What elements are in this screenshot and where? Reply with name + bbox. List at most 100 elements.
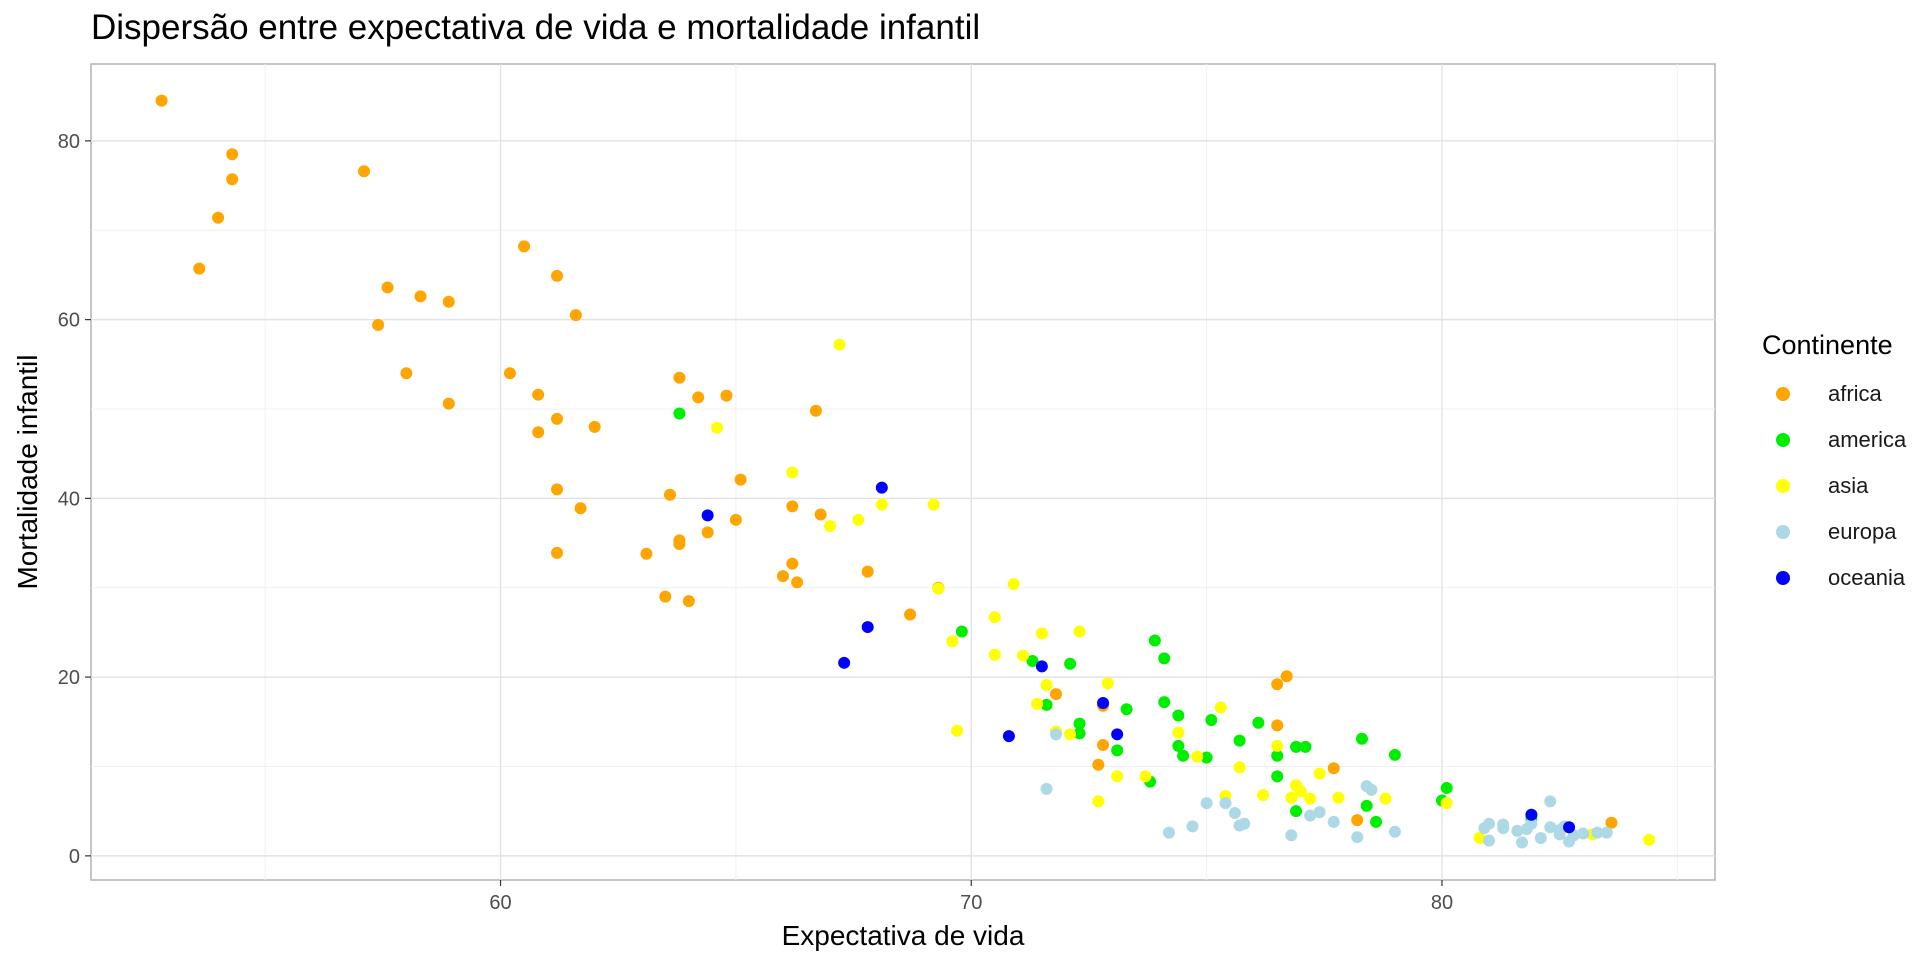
data-point bbox=[1525, 808, 1538, 821]
data-point bbox=[711, 421, 724, 434]
data-point bbox=[1544, 795, 1557, 808]
legend-item-america: america bbox=[1762, 417, 1906, 463]
data-point bbox=[212, 211, 225, 224]
legend-key bbox=[1776, 433, 1790, 447]
data-point bbox=[1497, 822, 1510, 835]
data-point bbox=[1290, 805, 1303, 818]
data-point bbox=[1271, 770, 1284, 783]
data-point bbox=[1219, 797, 1232, 810]
data-point bbox=[569, 309, 582, 322]
grid-major bbox=[91, 64, 1715, 880]
series-europa bbox=[1040, 728, 1613, 849]
data-point bbox=[1111, 744, 1124, 757]
data-point bbox=[1351, 814, 1364, 827]
series-africa bbox=[155, 94, 1618, 829]
y-axis-label: Mortalidade infantil bbox=[12, 354, 43, 589]
data-point bbox=[1233, 734, 1246, 747]
data-point bbox=[1483, 834, 1496, 847]
data-point bbox=[574, 502, 587, 515]
data-point bbox=[1205, 714, 1218, 727]
legend-item-asia: asia bbox=[1762, 463, 1906, 509]
data-point bbox=[1600, 826, 1613, 839]
data-point bbox=[1304, 809, 1317, 822]
data-point bbox=[786, 466, 799, 479]
data-point bbox=[734, 473, 747, 486]
data-point bbox=[988, 611, 1001, 624]
legend-label: africa bbox=[1828, 381, 1882, 406]
y-tick-label: 40 bbox=[58, 488, 80, 510]
legend-item-oceania: oceania bbox=[1762, 555, 1906, 601]
legend-key bbox=[1776, 571, 1790, 585]
series-america bbox=[673, 407, 1538, 828]
x-tick-label: 60 bbox=[489, 892, 511, 914]
legend-label: oceania bbox=[1828, 565, 1906, 590]
data-point bbox=[904, 608, 917, 621]
data-point bbox=[814, 508, 827, 521]
legend-item-africa: africa bbox=[1762, 371, 1906, 417]
data-point bbox=[442, 295, 455, 308]
data-point bbox=[1379, 792, 1392, 805]
data-point bbox=[786, 500, 799, 513]
data-point bbox=[1031, 697, 1044, 710]
data-point bbox=[1563, 821, 1576, 834]
y-tick-label: 20 bbox=[58, 667, 80, 689]
data-point bbox=[861, 565, 874, 578]
data-point bbox=[226, 148, 239, 161]
data-point bbox=[1516, 836, 1529, 849]
y-tick-label: 80 bbox=[58, 131, 80, 153]
data-point bbox=[1351, 831, 1364, 844]
data-point bbox=[701, 509, 714, 522]
data-point bbox=[1101, 677, 1114, 690]
data-point bbox=[1440, 797, 1453, 810]
data-point bbox=[358, 165, 371, 178]
x-axis-ticks: 60 70 80 bbox=[489, 880, 1453, 914]
data-point bbox=[1158, 696, 1171, 709]
data-point bbox=[532, 388, 545, 401]
legend-key bbox=[1776, 525, 1790, 539]
data-point bbox=[518, 240, 531, 253]
legend-title: Continente bbox=[1762, 330, 1893, 360]
legend-label: asia bbox=[1828, 473, 1869, 498]
data-point bbox=[701, 526, 714, 539]
data-point bbox=[1294, 785, 1307, 798]
data-point bbox=[1313, 806, 1326, 819]
series-oceania bbox=[701, 481, 1576, 834]
data-point bbox=[1073, 717, 1086, 730]
data-point bbox=[861, 621, 874, 634]
data-point bbox=[1577, 827, 1590, 840]
data-point bbox=[1002, 730, 1015, 743]
data-point bbox=[875, 481, 888, 494]
data-point bbox=[193, 262, 206, 275]
data-point bbox=[400, 367, 413, 380]
data-point bbox=[551, 483, 564, 496]
data-point bbox=[1360, 799, 1373, 812]
legend-item-europa: europa bbox=[1762, 509, 1906, 555]
data-point bbox=[1299, 740, 1312, 753]
data-point bbox=[1177, 749, 1190, 762]
data-point bbox=[1017, 649, 1030, 662]
x-axis-label: Expectativa de vida bbox=[782, 920, 1025, 951]
data-point bbox=[955, 625, 968, 638]
data-point bbox=[1271, 739, 1284, 752]
data-point bbox=[1040, 679, 1053, 692]
data-point bbox=[932, 582, 945, 595]
data-point bbox=[946, 635, 959, 648]
data-point bbox=[1271, 719, 1284, 732]
data-point bbox=[1534, 831, 1547, 844]
data-point bbox=[1313, 767, 1326, 780]
data-point bbox=[1388, 825, 1401, 838]
data-point bbox=[226, 173, 239, 186]
data-point bbox=[1040, 698, 1053, 711]
data-point bbox=[1191, 750, 1204, 763]
data-point bbox=[1172, 709, 1185, 722]
x-tick-label: 80 bbox=[1431, 892, 1453, 914]
legend-key bbox=[1776, 387, 1790, 401]
data-point bbox=[791, 576, 804, 589]
data-point bbox=[372, 318, 385, 331]
data-point bbox=[588, 420, 601, 433]
data-point bbox=[1285, 829, 1298, 842]
data-point bbox=[720, 389, 733, 402]
y-tick-label: 0 bbox=[69, 846, 80, 868]
data-point bbox=[1064, 728, 1077, 741]
series-asia bbox=[711, 338, 1656, 846]
